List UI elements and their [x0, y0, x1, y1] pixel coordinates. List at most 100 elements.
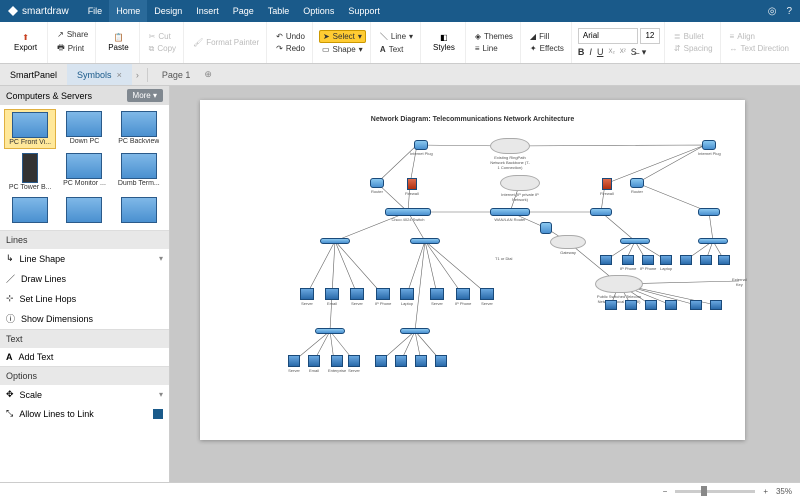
diagram-node[interactable]	[680, 255, 692, 265]
page[interactable]: Network Diagram: Telecommunications Netw…	[200, 100, 745, 440]
diagram-node[interactable]: Laptop	[660, 255, 672, 271]
strike-button[interactable]: S̶	[631, 47, 637, 57]
diagram-node[interactable]: IP Phone	[375, 288, 391, 306]
diagram-node[interactable]: Router	[630, 178, 644, 194]
select-button[interactable]: ➤ Select ▾	[319, 30, 366, 43]
add-page-icon[interactable]: ⊕	[200, 69, 216, 80]
diagram-node[interactable]: External Key	[732, 276, 747, 287]
symbol-item[interactable]: PC Tower B...	[4, 151, 56, 193]
menu-page[interactable]: Page	[226, 0, 261, 22]
notify-icon[interactable]: ◎	[768, 6, 777, 17]
zoom-slider[interactable]	[675, 490, 755, 493]
zoom-out-icon[interactable]: −	[663, 487, 668, 496]
add-text-row[interactable]: A Add Text	[0, 348, 169, 366]
cut-button[interactable]: ✂ Cut	[146, 31, 174, 42]
styles-button[interactable]: ◧Styles	[427, 33, 461, 52]
export-button[interactable]: ⬆Export	[8, 33, 43, 52]
share-button[interactable]: ↗ Share	[54, 29, 91, 40]
tab-next-icon[interactable]: ›	[132, 70, 143, 80]
zoom-thumb[interactable]	[701, 486, 707, 496]
diagram-node[interactable]: WAN/LAN Router	[490, 208, 530, 222]
zoom-in-icon[interactable]: +	[763, 487, 768, 496]
diagram-node[interactable]: Gateway	[550, 235, 586, 255]
align-button[interactable]: ≡ Align	[727, 31, 758, 42]
font-size-input[interactable]	[640, 28, 660, 44]
underline-button[interactable]: U	[597, 47, 604, 57]
menu-design[interactable]: Design	[147, 0, 189, 22]
symbol-item[interactable]: Dumb Term...	[113, 151, 165, 193]
symbol-item[interactable]: PC Monitor ...	[58, 151, 110, 193]
copy-button[interactable]: ⧉ Copy	[146, 43, 179, 55]
symbol-item[interactable]	[58, 195, 110, 226]
menu-options[interactable]: Options	[296, 0, 341, 22]
diagram-node[interactable]: Laptop	[400, 288, 414, 306]
redo-button[interactable]: ↷ Redo	[273, 43, 308, 54]
themes-button[interactable]: ◈ Themes	[472, 31, 516, 42]
diagram-node[interactable]	[605, 300, 617, 310]
effects-button[interactable]: ✦ Effects	[527, 43, 567, 54]
diagram-node[interactable]	[645, 300, 657, 310]
sup-button[interactable]: X²	[620, 49, 626, 55]
diagram-node[interactable]: Server	[348, 355, 360, 373]
allow-link-row[interactable]: ⤡ Allow Lines to Link	[0, 404, 169, 423]
diagram-node[interactable]: Email	[325, 288, 339, 306]
font-more-button[interactable]: ▾	[642, 47, 647, 58]
line-button[interactable]: ＼ Line ▾	[377, 30, 416, 43]
diagram-node[interactable]: Internet Plug	[698, 140, 721, 156]
tab-symbols[interactable]: Symbols ×	[67, 64, 132, 85]
diagram-node[interactable]: IP Phone	[455, 288, 471, 306]
line-shape-row[interactable]: ↳ Line Shape▾	[0, 249, 169, 268]
diagram-node[interactable]: Server	[430, 288, 444, 306]
format-painter-button[interactable]: 🖌 Format Painter	[190, 37, 262, 48]
draw-lines-row[interactable]: ／ Draw Lines	[0, 268, 169, 289]
line-hops-row[interactable]: ⊹ Set Line Hops	[0, 289, 169, 308]
diagram-node[interactable]	[400, 328, 430, 334]
diagram-node[interactable]: Server	[288, 355, 300, 373]
diagram-node[interactable]	[698, 238, 728, 244]
diagram-node[interactable]	[320, 238, 350, 244]
diagram-node[interactable]	[698, 208, 720, 216]
diagram-node[interactable]: Cisco 4024 Switch	[385, 208, 431, 222]
print-button[interactable]: 🖶 Print	[54, 41, 87, 57]
diagram-node[interactable]	[415, 355, 427, 367]
bold-button[interactable]: B	[578, 47, 585, 57]
diagram-node[interactable]: T1 or Dial	[495, 255, 512, 261]
network-diagram[interactable]: Internet Plug Existing RingPath Network B…	[200, 100, 745, 440]
menu-insert[interactable]: Insert	[189, 0, 226, 22]
undo-button[interactable]: ↶ Undo	[273, 31, 308, 42]
tab-page1[interactable]: Page 1	[152, 70, 201, 80]
diagram-node[interactable]	[395, 355, 407, 367]
line2-button[interactable]: ≡ Line	[472, 43, 501, 54]
diagram-node[interactable]: Internet (IP private IP Network)	[500, 175, 540, 202]
menu-support[interactable]: Support	[341, 0, 387, 22]
diagram-node[interactable]: Enterprise	[328, 355, 346, 373]
library-more-button[interactable]: More ▾	[127, 89, 163, 102]
scale-row[interactable]: ✥ Scale▾	[0, 385, 169, 404]
font-family-input[interactable]	[578, 28, 638, 44]
diagram-node[interactable]	[590, 208, 612, 216]
diagram-node[interactable]: Firewall	[405, 178, 419, 196]
sub-button[interactable]: X₂	[608, 49, 614, 55]
diagram-node[interactable]: Router	[370, 178, 384, 194]
diagram-node[interactable]	[375, 355, 387, 367]
canvas[interactable]: Network Diagram: Telecommunications Netw…	[170, 86, 800, 482]
diagram-node[interactable]	[710, 300, 722, 310]
show-dim-row[interactable]: ⓘ Show Dimensions	[0, 308, 169, 329]
italic-button[interactable]: I	[589, 47, 592, 57]
paste-button[interactable]: 📋Paste	[102, 33, 134, 52]
menu-table[interactable]: Table	[261, 0, 297, 22]
diagram-node[interactable]	[665, 300, 677, 310]
symbol-item[interactable]: Down PC	[58, 109, 110, 149]
allow-link-checkbox[interactable]	[153, 409, 163, 419]
symbol-item[interactable]	[4, 195, 56, 226]
fill-button[interactable]: ◢ Fill	[527, 31, 552, 42]
diagram-node[interactable]: Server	[480, 288, 494, 306]
diagram-node[interactable]	[718, 255, 730, 265]
diagram-node[interactable]: Existing RingPath Network Backbone (T-1 …	[490, 138, 530, 170]
diagram-node[interactable]	[435, 355, 447, 367]
symbol-item[interactable]	[113, 195, 165, 226]
menu-file[interactable]: File	[81, 0, 110, 22]
diagram-node[interactable]: Firewall	[600, 178, 614, 196]
diagram-node[interactable]	[315, 328, 345, 334]
diagram-node[interactable]: Email	[308, 355, 320, 373]
